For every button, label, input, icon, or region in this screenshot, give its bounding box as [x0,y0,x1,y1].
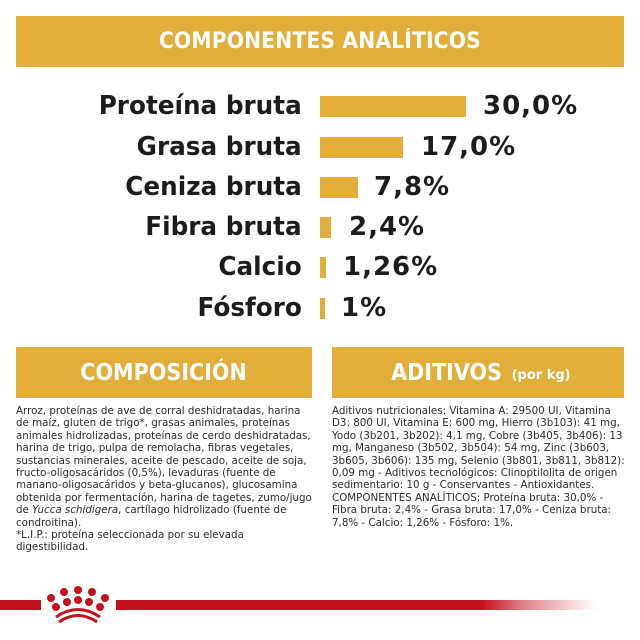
chart-bar [320,217,331,238]
chart-label: Fósforo [197,293,302,323]
chart-value: 2,4% [349,212,426,242]
royal-canin-crown-icon [47,586,109,624]
additives-title: ADITIVOS [391,359,503,386]
chart-value: 30,0% [483,91,579,121]
analytical-components-header: COMPONENTES ANALÍTICOS [16,16,624,67]
chart-bar [320,257,326,278]
analytical-components-title: COMPONENTES ANALÍTICOS [159,29,481,54]
additives-subtitle: (por kg) [511,368,571,383]
chart-value: 17,0% [421,132,517,162]
composition-italic-term: Yucca schidigera [32,504,119,517]
chart-label: Calcio [218,252,302,282]
chart-label: Ceniza bruta [125,172,302,202]
chart-bar [320,96,466,117]
composition-ingredients-end: , cartílago hidrolizado (fuente de condr… [16,504,287,529]
chart-bar [320,298,325,319]
chart-label: Proteína bruta [98,91,302,121]
additives-header: ADITIVOS (por kg) [332,347,624,398]
chart-value: 1% [341,293,388,323]
chart-row-ceniza: Ceniza bruta 7,8% [0,167,640,207]
composition-ingredients: Arroz, proteínas de ave de corral deshid… [16,405,312,517]
composition-text: Arroz, proteínas de ave de corral deshid… [16,405,316,554]
chart-bar [320,177,358,198]
chart-value: 7,8% [374,172,451,202]
chart-label: Fibra bruta [145,212,302,242]
chart-row-proteina: Proteína bruta 30,0% [0,86,640,126]
additives-body: Aditivos nutricionales: Vitamina A: 2950… [332,405,625,529]
chart-row-fosforo: Fósforo 1% [0,288,640,328]
chart-value: 1,26% [343,252,439,282]
composition-header: COMPOSICIÓN [16,347,312,398]
composition-footnote: *L.I.P.: proteína seleccionada por su el… [16,529,244,554]
footer-red-line-right [116,600,598,610]
chart-row-calcio: Calcio 1,26% [0,247,640,287]
footer-red-line-left [0,600,41,610]
additives-text: Aditivos nutricionales: Vitamina A: 2950… [332,405,628,529]
chart-bar [320,137,403,158]
chart-label: Grasa bruta [136,132,302,162]
chart-row-fibra: Fibra bruta 2,4% [0,207,640,247]
composition-title: COMPOSICIÓN [80,359,248,386]
chart-row-grasa: Grasa bruta 17,0% [0,127,640,167]
